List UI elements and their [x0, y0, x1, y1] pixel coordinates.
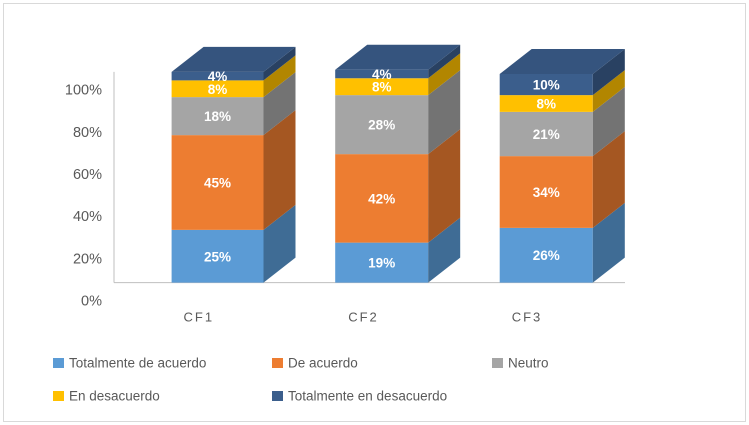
svg-text:26%: 26%: [533, 248, 560, 263]
svg-text:En desacuerdo: En desacuerdo: [69, 389, 160, 404]
svg-text:4%: 4%: [372, 67, 392, 82]
svg-text:100%: 100%: [65, 83, 102, 99]
svg-text:4%: 4%: [208, 69, 228, 84]
svg-text:80%: 80%: [73, 125, 102, 141]
svg-text:60%: 60%: [73, 167, 102, 183]
svg-text:34%: 34%: [533, 185, 560, 200]
svg-text:De acuerdo: De acuerdo: [288, 356, 358, 371]
svg-text:Neutro: Neutro: [508, 356, 549, 371]
svg-text:18%: 18%: [204, 109, 231, 124]
svg-text:8%: 8%: [536, 97, 556, 112]
svg-text:CF1: CF1: [184, 310, 215, 325]
svg-text:CF2: CF2: [348, 310, 379, 325]
svg-text:20%: 20%: [73, 251, 102, 267]
svg-text:Totalmente en desacuerdo: Totalmente en desacuerdo: [288, 389, 447, 404]
svg-text:19%: 19%: [368, 256, 395, 271]
svg-text:45%: 45%: [204, 176, 231, 191]
svg-text:CF3: CF3: [512, 310, 543, 325]
svg-text:21%: 21%: [533, 127, 560, 142]
svg-text:40%: 40%: [73, 209, 102, 225]
svg-text:28%: 28%: [368, 118, 395, 133]
svg-text:0%: 0%: [81, 293, 102, 309]
svg-text:Totalmente de acuerdo: Totalmente de acuerdo: [69, 356, 206, 371]
svg-text:42%: 42%: [368, 191, 395, 206]
svg-text:10%: 10%: [533, 78, 560, 93]
svg-text:25%: 25%: [204, 249, 231, 264]
